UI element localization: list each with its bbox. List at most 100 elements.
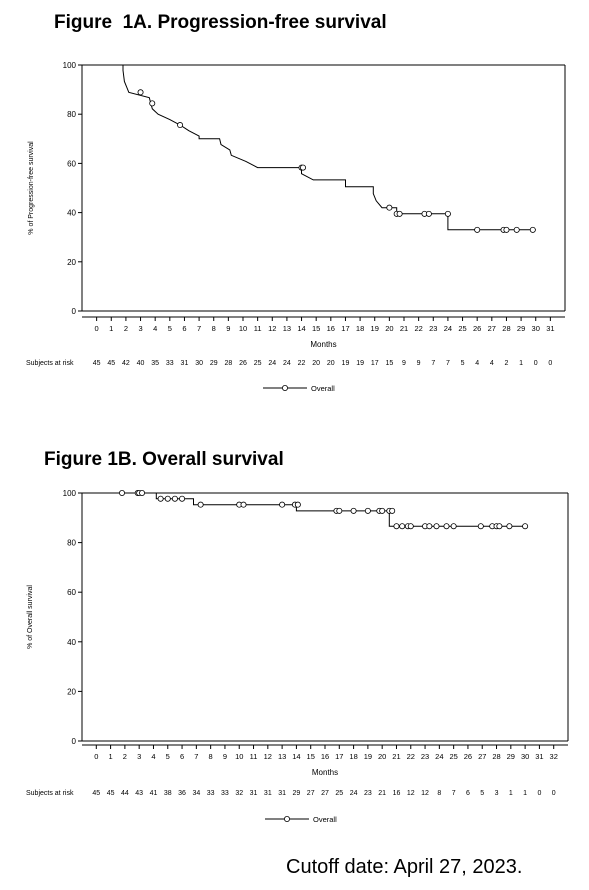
- censor-marker: [137, 89, 144, 96]
- censor-marker: [294, 501, 301, 508]
- risk-count: 20: [312, 360, 320, 367]
- risk-count: 19: [356, 360, 364, 367]
- x-tick-label: 18: [356, 324, 364, 333]
- censor-marker: [179, 495, 186, 502]
- censor-marker: [279, 501, 286, 508]
- y-axis-label: % of Progression-free survival: [28, 141, 35, 235]
- risk-count: 20: [327, 360, 335, 367]
- risk-count: 25: [254, 360, 262, 367]
- censor-marker: [119, 490, 126, 496]
- censor-marker: [139, 490, 146, 496]
- risk-count: 31: [278, 790, 286, 797]
- risk-count: 12: [407, 790, 415, 797]
- y-tick-label: 100: [63, 61, 77, 70]
- risk-count: 22: [298, 360, 306, 367]
- censor-marker: [336, 507, 343, 514]
- risk-count: 0: [537, 790, 541, 797]
- legend-marker: [283, 815, 290, 822]
- y-tick-label: 0: [72, 307, 77, 316]
- legend-label: Overall: [313, 815, 337, 824]
- censor-marker: [426, 523, 433, 530]
- censor-marker: [300, 164, 307, 171]
- y-tick-label: 80: [67, 110, 76, 119]
- censor-marker: [386, 204, 393, 211]
- x-tick-label: 10: [239, 324, 247, 333]
- x-tick-label: 16: [327, 324, 335, 333]
- censor-marker: [522, 523, 529, 530]
- x-tick-label: 5: [168, 324, 172, 333]
- x-tick-label: 30: [532, 324, 540, 333]
- x-tick-label: 20: [378, 752, 386, 761]
- y-tick-label: 40: [67, 638, 76, 647]
- censor-marker: [425, 210, 432, 217]
- censor-marker: [379, 507, 386, 514]
- figure-1b-title: Figure 1B. Overall survival: [44, 449, 284, 470]
- x-tick-label: 26: [473, 324, 481, 333]
- x-tick-label: 21: [400, 324, 408, 333]
- risk-count: 2: [505, 360, 509, 367]
- x-tick-label: 29: [517, 324, 525, 333]
- risk-count: 42: [122, 360, 130, 367]
- x-tick-label: 5: [166, 752, 170, 761]
- x-tick-label: 2: [124, 324, 128, 333]
- risk-count: 27: [321, 790, 329, 797]
- risk-count: 0: [548, 360, 552, 367]
- risk-count: 43: [135, 790, 143, 797]
- risk-count: 38: [164, 790, 172, 797]
- censor-marker: [513, 226, 520, 233]
- risk-count: 28: [224, 360, 232, 367]
- x-tick-label: 17: [341, 324, 349, 333]
- x-tick-label: 27: [478, 752, 486, 761]
- risk-count: 32: [235, 790, 243, 797]
- x-tick-label: 25: [449, 752, 457, 761]
- x-tick-label: 13: [278, 752, 286, 761]
- risk-count: 35: [151, 360, 159, 367]
- risk-table-label: Subjects at risk: [26, 360, 74, 367]
- censor-marker: [396, 210, 403, 217]
- risk-count: 0: [552, 790, 556, 797]
- risk-count: 31: [181, 360, 189, 367]
- censor-marker: [444, 210, 451, 217]
- x-tick-label: 12: [268, 324, 276, 333]
- x-tick-label: 14: [292, 752, 300, 761]
- y-tick-label: 60: [67, 159, 76, 168]
- x-tick-label: 21: [392, 752, 400, 761]
- x-tick-label: 23: [421, 752, 429, 761]
- x-tick-label: 28: [502, 324, 510, 333]
- risk-count: 29: [210, 360, 218, 367]
- risk-count: 45: [93, 360, 101, 367]
- censor-marker: [450, 523, 457, 530]
- risk-count: 33: [207, 790, 215, 797]
- risk-count: 26: [239, 360, 247, 367]
- censor-marker: [157, 495, 164, 502]
- x-tick-label: 30: [521, 752, 529, 761]
- x-tick-label: 28: [492, 752, 500, 761]
- risk-count: 34: [192, 790, 200, 797]
- x-axis-label: Months: [310, 340, 336, 349]
- risk-count: 19: [342, 360, 350, 367]
- censor-marker: [407, 523, 414, 530]
- x-tick-label: 24: [435, 752, 443, 761]
- y-axis-label: % of Overall survival: [27, 585, 34, 649]
- x-tick-label: 26: [464, 752, 472, 761]
- risk-count: 36: [178, 790, 186, 797]
- risk-count: 7: [431, 360, 435, 367]
- risk-count: 0: [534, 360, 538, 367]
- censor-marker: [149, 100, 156, 107]
- risk-count: 5: [461, 360, 465, 367]
- x-tick-label: 6: [180, 752, 184, 761]
- x-tick-label: 2: [123, 752, 127, 761]
- censor-marker: [496, 523, 503, 530]
- x-tick-label: 25: [458, 324, 466, 333]
- censor-marker: [529, 226, 536, 233]
- censor-marker: [443, 523, 450, 530]
- censor-marker: [393, 523, 400, 530]
- x-tick-label: 1: [109, 324, 113, 333]
- x-axis-label: Months: [312, 768, 338, 777]
- x-tick-label: 11: [250, 752, 258, 761]
- censor-marker: [240, 501, 247, 508]
- risk-count: 33: [221, 790, 229, 797]
- censor-marker: [177, 122, 184, 129]
- risk-count: 12: [421, 790, 429, 797]
